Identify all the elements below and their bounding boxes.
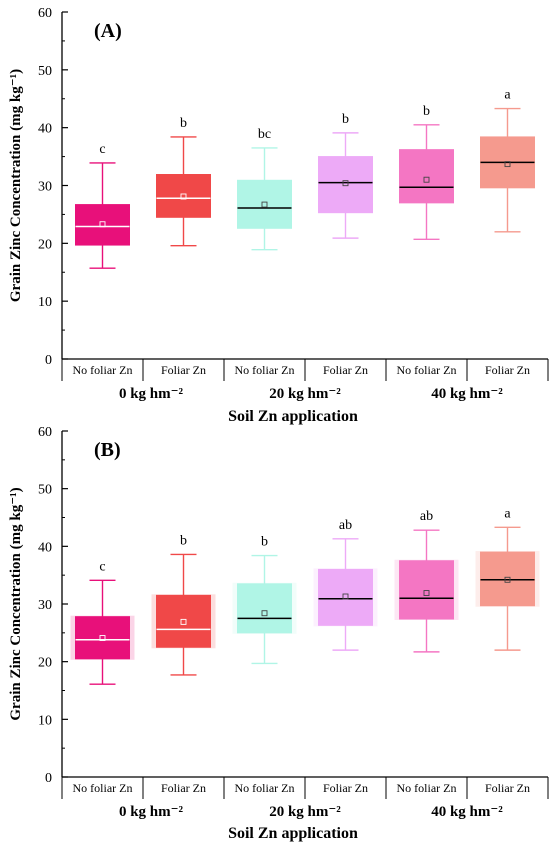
significance-letter: b <box>261 535 268 550</box>
y-tick-label: 30 <box>38 598 52 613</box>
panel-label: (A) <box>94 20 122 42</box>
category-label: Foliar Zn <box>323 363 368 377</box>
mean-marker <box>180 193 187 200</box>
iqr-box <box>75 616 130 660</box>
category-label: Foliar Zn <box>161 363 206 377</box>
y-tick-label: 10 <box>38 713 52 728</box>
mean-marker <box>423 590 430 596</box>
x-axis-title: Soil Zn application <box>228 825 358 842</box>
box-1: c <box>70 559 135 685</box>
box-1: c <box>75 142 130 269</box>
box-3: bc <box>237 127 292 251</box>
mean-marker <box>261 610 268 617</box>
category-label: Foliar Zn <box>485 781 530 795</box>
chart-panel-b: 0 10 20 30 40 50 60 Grain Zinc Concentration (m… <box>8 425 549 842</box>
significance-letter: b <box>423 104 430 119</box>
group-label: 0 kg hm⁻² <box>119 804 184 820</box>
box-6: a <box>480 88 535 233</box>
mean-marker <box>261 201 268 208</box>
category-label: No foliar Zn <box>235 781 295 795</box>
y-tick-label: 20 <box>38 237 52 252</box>
box-5: b <box>399 104 454 240</box>
y-tick-label: 50 <box>38 483 52 498</box>
category-label: No foliar Zn <box>235 363 295 377</box>
y-tick-label: 10 <box>38 295 52 310</box>
significance-letter: ab <box>339 518 352 533</box>
y-tick-label: 0 <box>45 771 52 786</box>
panel-label: (B) <box>94 439 121 461</box>
y-tick-label: 40 <box>38 122 52 137</box>
y-tick-label: 60 <box>38 425 52 440</box>
mean-marker <box>99 221 106 228</box>
iqr-box <box>156 594 211 648</box>
iqr-box <box>318 568 373 626</box>
iqr-box <box>75 204 130 246</box>
box-5: ab <box>394 509 459 653</box>
box-4: b <box>318 112 373 239</box>
mean-marker <box>504 161 511 168</box>
y-tick-label: 40 <box>38 540 52 555</box>
y-axis-title: Grain Zinc Concentration (mg kg⁻¹) <box>8 487 24 720</box>
category-label: Foliar Zn <box>485 363 530 377</box>
box-4: ab <box>313 518 378 651</box>
iqr-box <box>480 551 535 607</box>
group-label: 40 kg hm⁻² <box>431 804 503 820</box>
iqr-box <box>399 149 454 204</box>
box-2: b <box>156 116 211 247</box>
significance-letter: a <box>504 506 511 521</box>
category-label: Foliar Zn <box>161 781 206 795</box>
y-tick-label: 20 <box>38 656 52 671</box>
box-2: b <box>151 533 216 676</box>
mean-marker <box>99 635 106 641</box>
significance-letter: b <box>180 533 187 548</box>
y-tick-label: 50 <box>38 64 52 79</box>
iqr-box <box>156 174 211 218</box>
iqr-box <box>237 583 292 634</box>
category-label: No foliar Zn <box>73 363 133 377</box>
significance-letter: ab <box>420 509 433 524</box>
iqr-box <box>237 179 292 229</box>
significance-letter: b <box>342 112 349 127</box>
y-axis-title: Grain Zinc Concentration (mg kg⁻¹) <box>8 69 24 302</box>
y-tick-label: 60 <box>38 6 52 21</box>
mean-marker <box>423 176 430 183</box>
mean-marker <box>504 576 511 583</box>
significance-letter: bc <box>258 127 271 142</box>
box-3: b <box>232 535 297 665</box>
mean-marker <box>342 180 349 187</box>
significance-letter: a <box>504 88 511 103</box>
significance-letter: b <box>180 116 187 131</box>
category-label: No foliar Zn <box>73 781 133 795</box>
group-label: 20 kg hm⁻² <box>269 386 341 402</box>
category-label: No foliar Zn <box>397 781 457 795</box>
significance-letter: c <box>99 142 105 157</box>
significance-letter: c <box>99 559 105 574</box>
chart-panel-a: 0 10 20 30 40 50 60 Grain Zinc Concentration (m… <box>8 6 549 425</box>
category-label: No foliar Zn <box>397 363 457 377</box>
iqr-box <box>399 560 454 620</box>
group-label: 40 kg hm⁻² <box>431 386 503 402</box>
category-label: Foliar Zn <box>323 781 368 795</box>
mean-marker <box>180 618 187 625</box>
group-label: 20 kg hm⁻² <box>269 804 341 820</box>
y-tick-label: 30 <box>38 180 52 195</box>
mean-marker <box>342 593 349 600</box>
y-tick-label: 0 <box>45 353 52 368</box>
box-6: a <box>475 506 540 651</box>
iqr-box <box>318 156 373 214</box>
group-label: 0 kg hm⁻² <box>119 386 184 402</box>
x-axis-title: Soil Zn application <box>228 408 358 425</box>
